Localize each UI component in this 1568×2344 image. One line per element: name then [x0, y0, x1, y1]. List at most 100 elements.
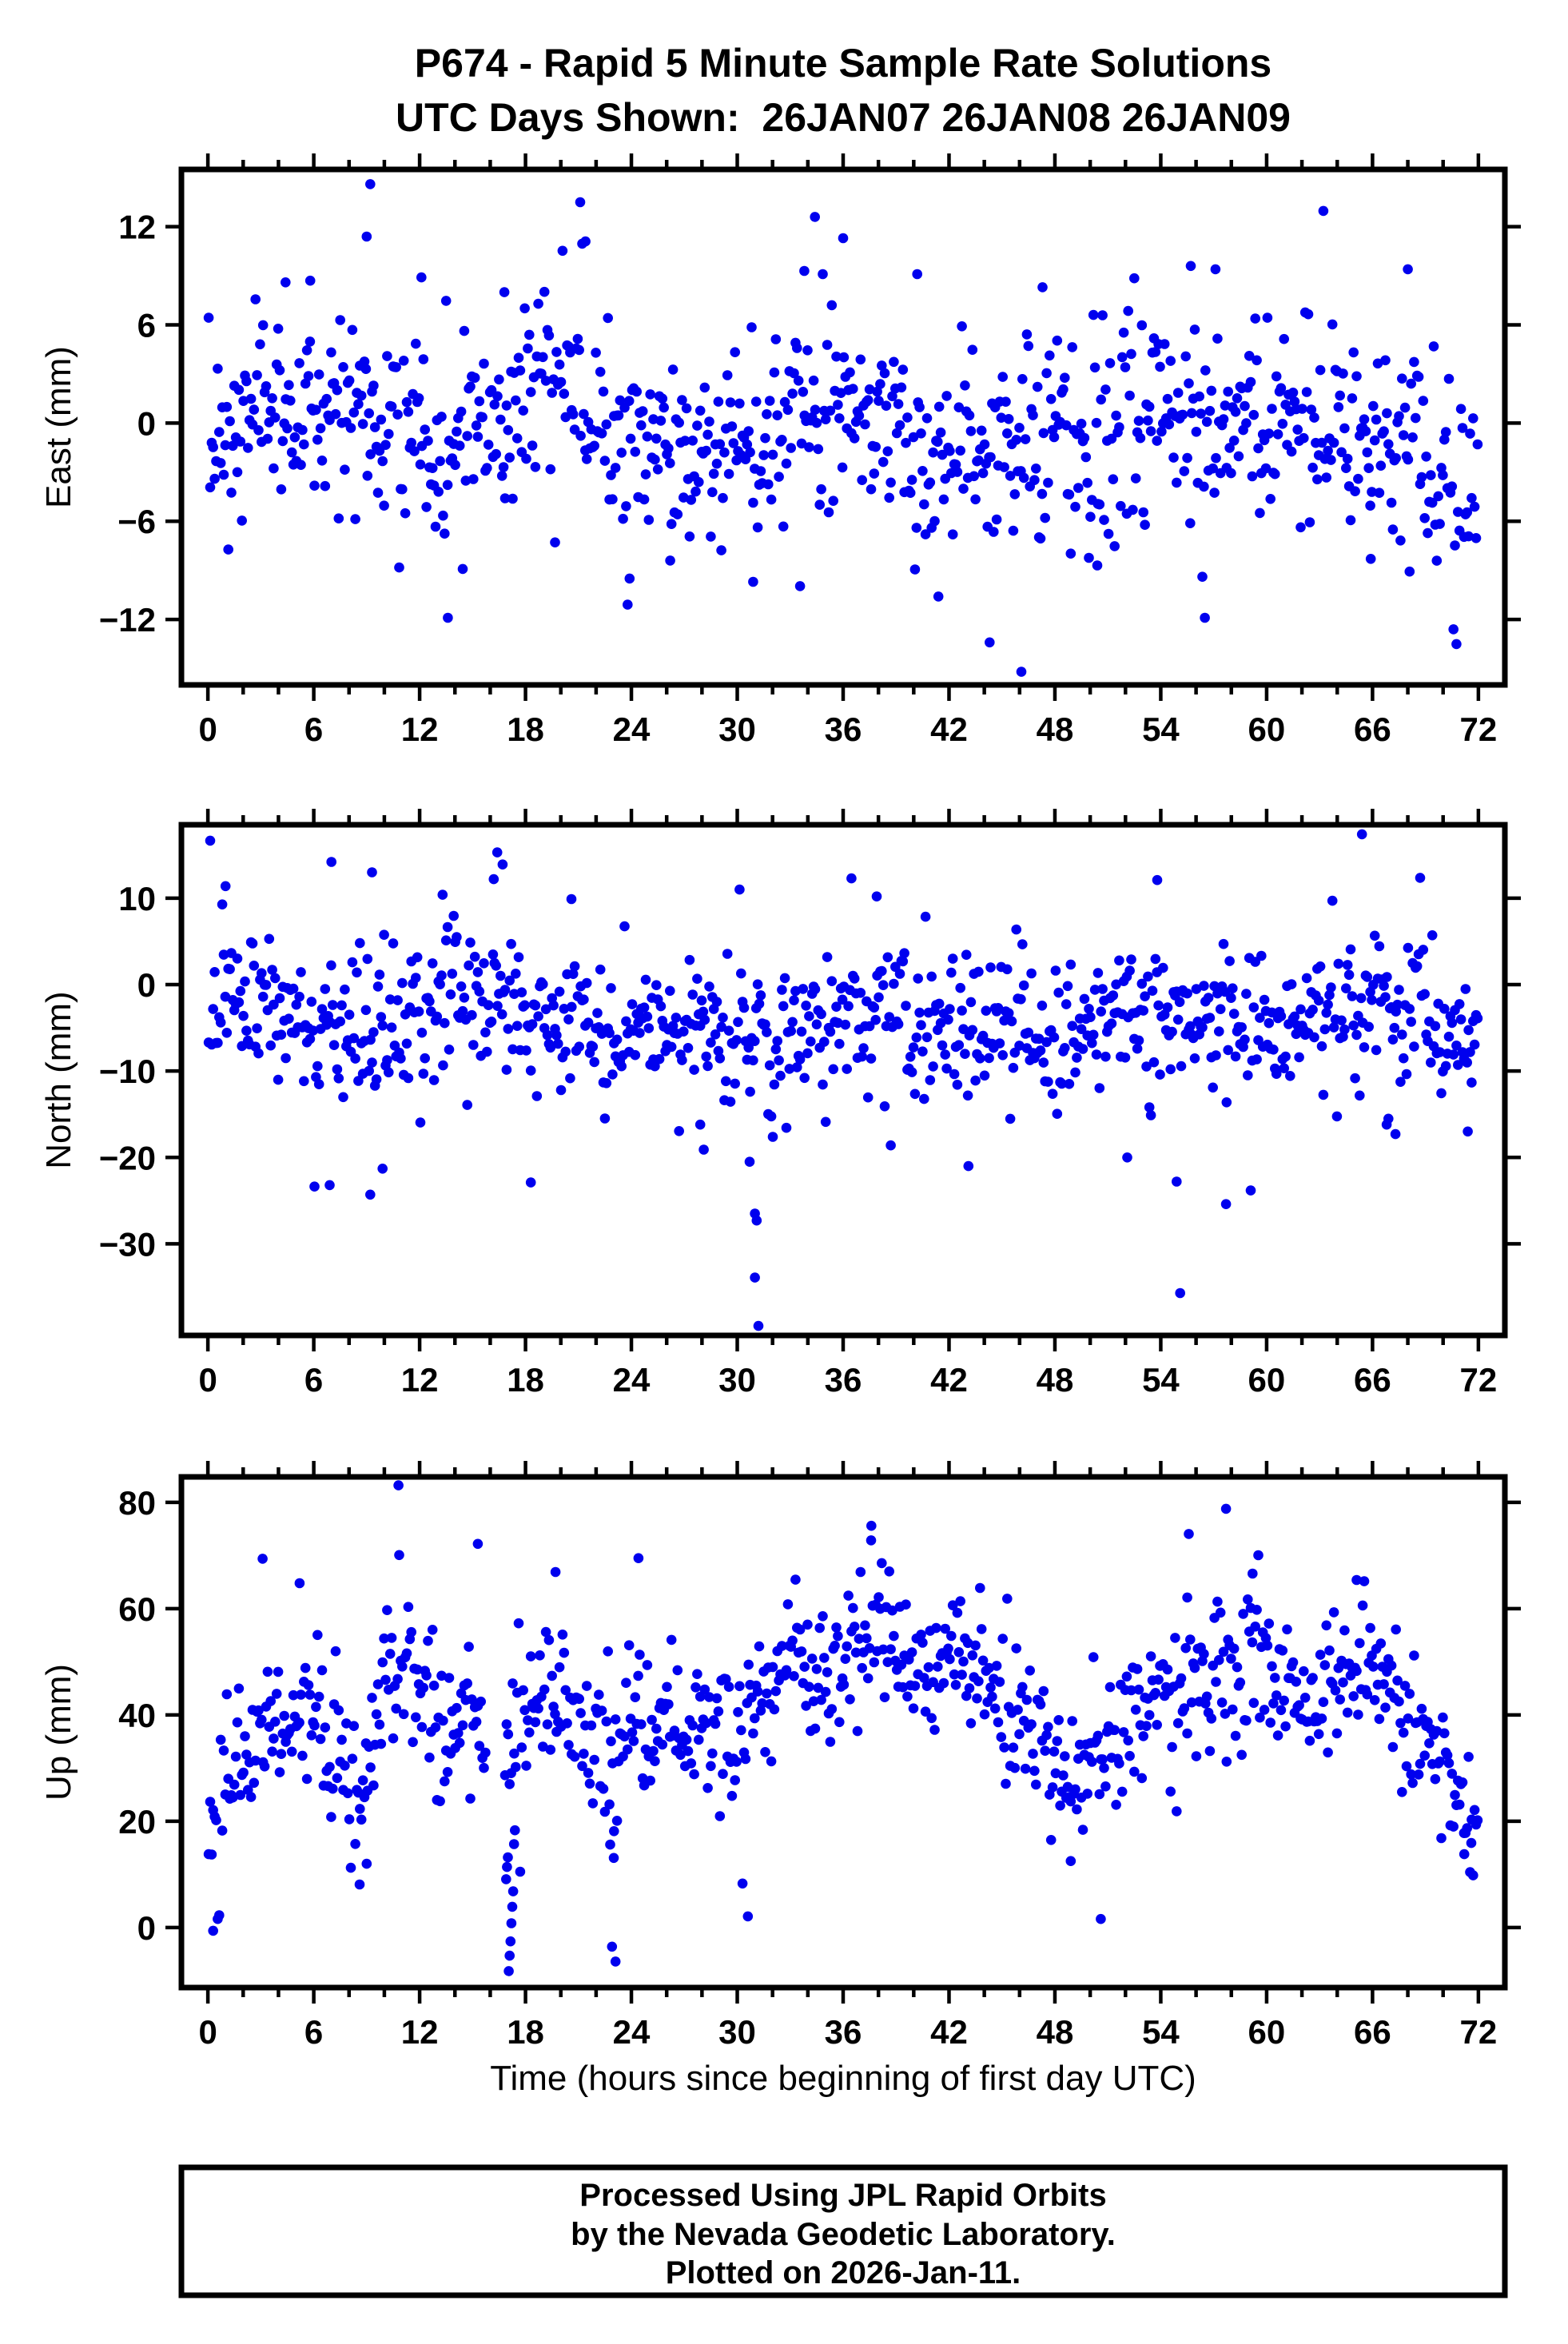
- data-point: [1094, 499, 1105, 510]
- data-point: [527, 1019, 538, 1029]
- data-point: [554, 1661, 565, 1673]
- data-point: [826, 300, 838, 311]
- data-point: [1064, 489, 1075, 500]
- data-point: [1021, 329, 1033, 340]
- data-point: [607, 1069, 618, 1080]
- data-point-outlier: [488, 874, 499, 885]
- data-point: [940, 1623, 950, 1634]
- data-point: [467, 1009, 477, 1021]
- data-point: [714, 439, 726, 449]
- data-point: [1049, 1032, 1060, 1043]
- data-point: [1415, 873, 1426, 883]
- data-point: [521, 1761, 531, 1771]
- data-point: [909, 1088, 921, 1100]
- data-point: [920, 529, 931, 539]
- data-point-outlier: [1220, 1503, 1232, 1514]
- data-point: [1253, 443, 1264, 454]
- data-point: [377, 1657, 388, 1668]
- data-point: [1240, 400, 1250, 412]
- data-point: [1289, 396, 1300, 407]
- data-point: [1061, 999, 1072, 1009]
- data-point: [610, 1714, 621, 1725]
- data-point: [769, 1079, 780, 1090]
- data-point: [1050, 965, 1061, 976]
- data-point: [651, 433, 662, 444]
- data-point: [1280, 1051, 1291, 1062]
- data-point: [1401, 1069, 1412, 1080]
- data-point: [792, 1062, 802, 1073]
- data-point: [545, 1042, 556, 1053]
- data-point: [362, 471, 373, 481]
- data-point: [1279, 333, 1289, 344]
- data-point: [714, 1811, 726, 1821]
- data-point: [1462, 507, 1472, 518]
- data-point: [796, 438, 807, 449]
- data-point: [1316, 1713, 1327, 1724]
- data-point: [1236, 1749, 1247, 1761]
- data-point: [1416, 472, 1427, 483]
- data-point-outlier: [1182, 1592, 1192, 1603]
- data-point: [562, 1718, 572, 1729]
- data-point: [1167, 1741, 1177, 1753]
- data-point: [914, 1007, 925, 1018]
- data-point: [1145, 1110, 1156, 1120]
- data-point: [220, 440, 231, 451]
- data-point: [976, 1624, 987, 1634]
- data-point: [438, 1060, 448, 1071]
- data-point: [1312, 474, 1323, 485]
- data-point: [601, 1078, 612, 1088]
- data-point: [825, 1026, 836, 1037]
- data-point: [718, 1013, 728, 1023]
- data-point: [1143, 415, 1153, 426]
- data-point: [1319, 1024, 1331, 1035]
- data-point: [979, 1709, 990, 1720]
- data-point: [1295, 522, 1306, 533]
- data-point-outlier: [985, 637, 995, 648]
- data-point: [454, 440, 465, 451]
- x-tick-label: 60: [1248, 2013, 1286, 2051]
- data-point: [269, 463, 279, 474]
- data-point: [1043, 1721, 1053, 1733]
- data-point: [596, 428, 607, 439]
- data-point: [336, 1734, 347, 1745]
- data-point: [989, 1703, 1001, 1714]
- data-point: [1017, 939, 1028, 949]
- data-point: [253, 1705, 264, 1716]
- data-point: [1087, 1757, 1097, 1767]
- data-point: [814, 1622, 825, 1634]
- data-point: [344, 1814, 355, 1825]
- data-point: [689, 1065, 699, 1075]
- data-point: [1224, 956, 1235, 966]
- data-point: [1050, 1768, 1061, 1779]
- data-point: [1150, 1688, 1161, 1698]
- data-point: [1199, 981, 1209, 991]
- data-point: [683, 1745, 694, 1757]
- data-point: [1395, 1717, 1406, 1729]
- data-point: [1191, 984, 1202, 994]
- data-point: [1338, 368, 1348, 379]
- data-point: [587, 1041, 599, 1052]
- data-point: [1133, 1684, 1144, 1695]
- data-point: [960, 380, 970, 391]
- data-point: [442, 1767, 453, 1777]
- data-point: [421, 502, 432, 512]
- data-point: [855, 988, 866, 998]
- data-point: [1472, 1815, 1483, 1825]
- data-point: [716, 545, 726, 555]
- data-point: [1379, 981, 1389, 991]
- data-point: [1271, 371, 1282, 382]
- data-point: [808, 1696, 819, 1706]
- data-point: [267, 393, 277, 404]
- y-tick-label: 10: [118, 880, 156, 917]
- data-point: [1243, 1070, 1253, 1080]
- data-point: [203, 312, 214, 323]
- data-point-outlier: [208, 1925, 219, 1936]
- data-point-outlier: [294, 1578, 305, 1589]
- data-point: [352, 967, 362, 978]
- data-point: [1172, 477, 1182, 488]
- data-point: [376, 1012, 387, 1022]
- data-point: [1243, 1594, 1253, 1605]
- data-point: [889, 978, 899, 989]
- data-point: [1165, 1064, 1176, 1075]
- data-point: [436, 970, 447, 981]
